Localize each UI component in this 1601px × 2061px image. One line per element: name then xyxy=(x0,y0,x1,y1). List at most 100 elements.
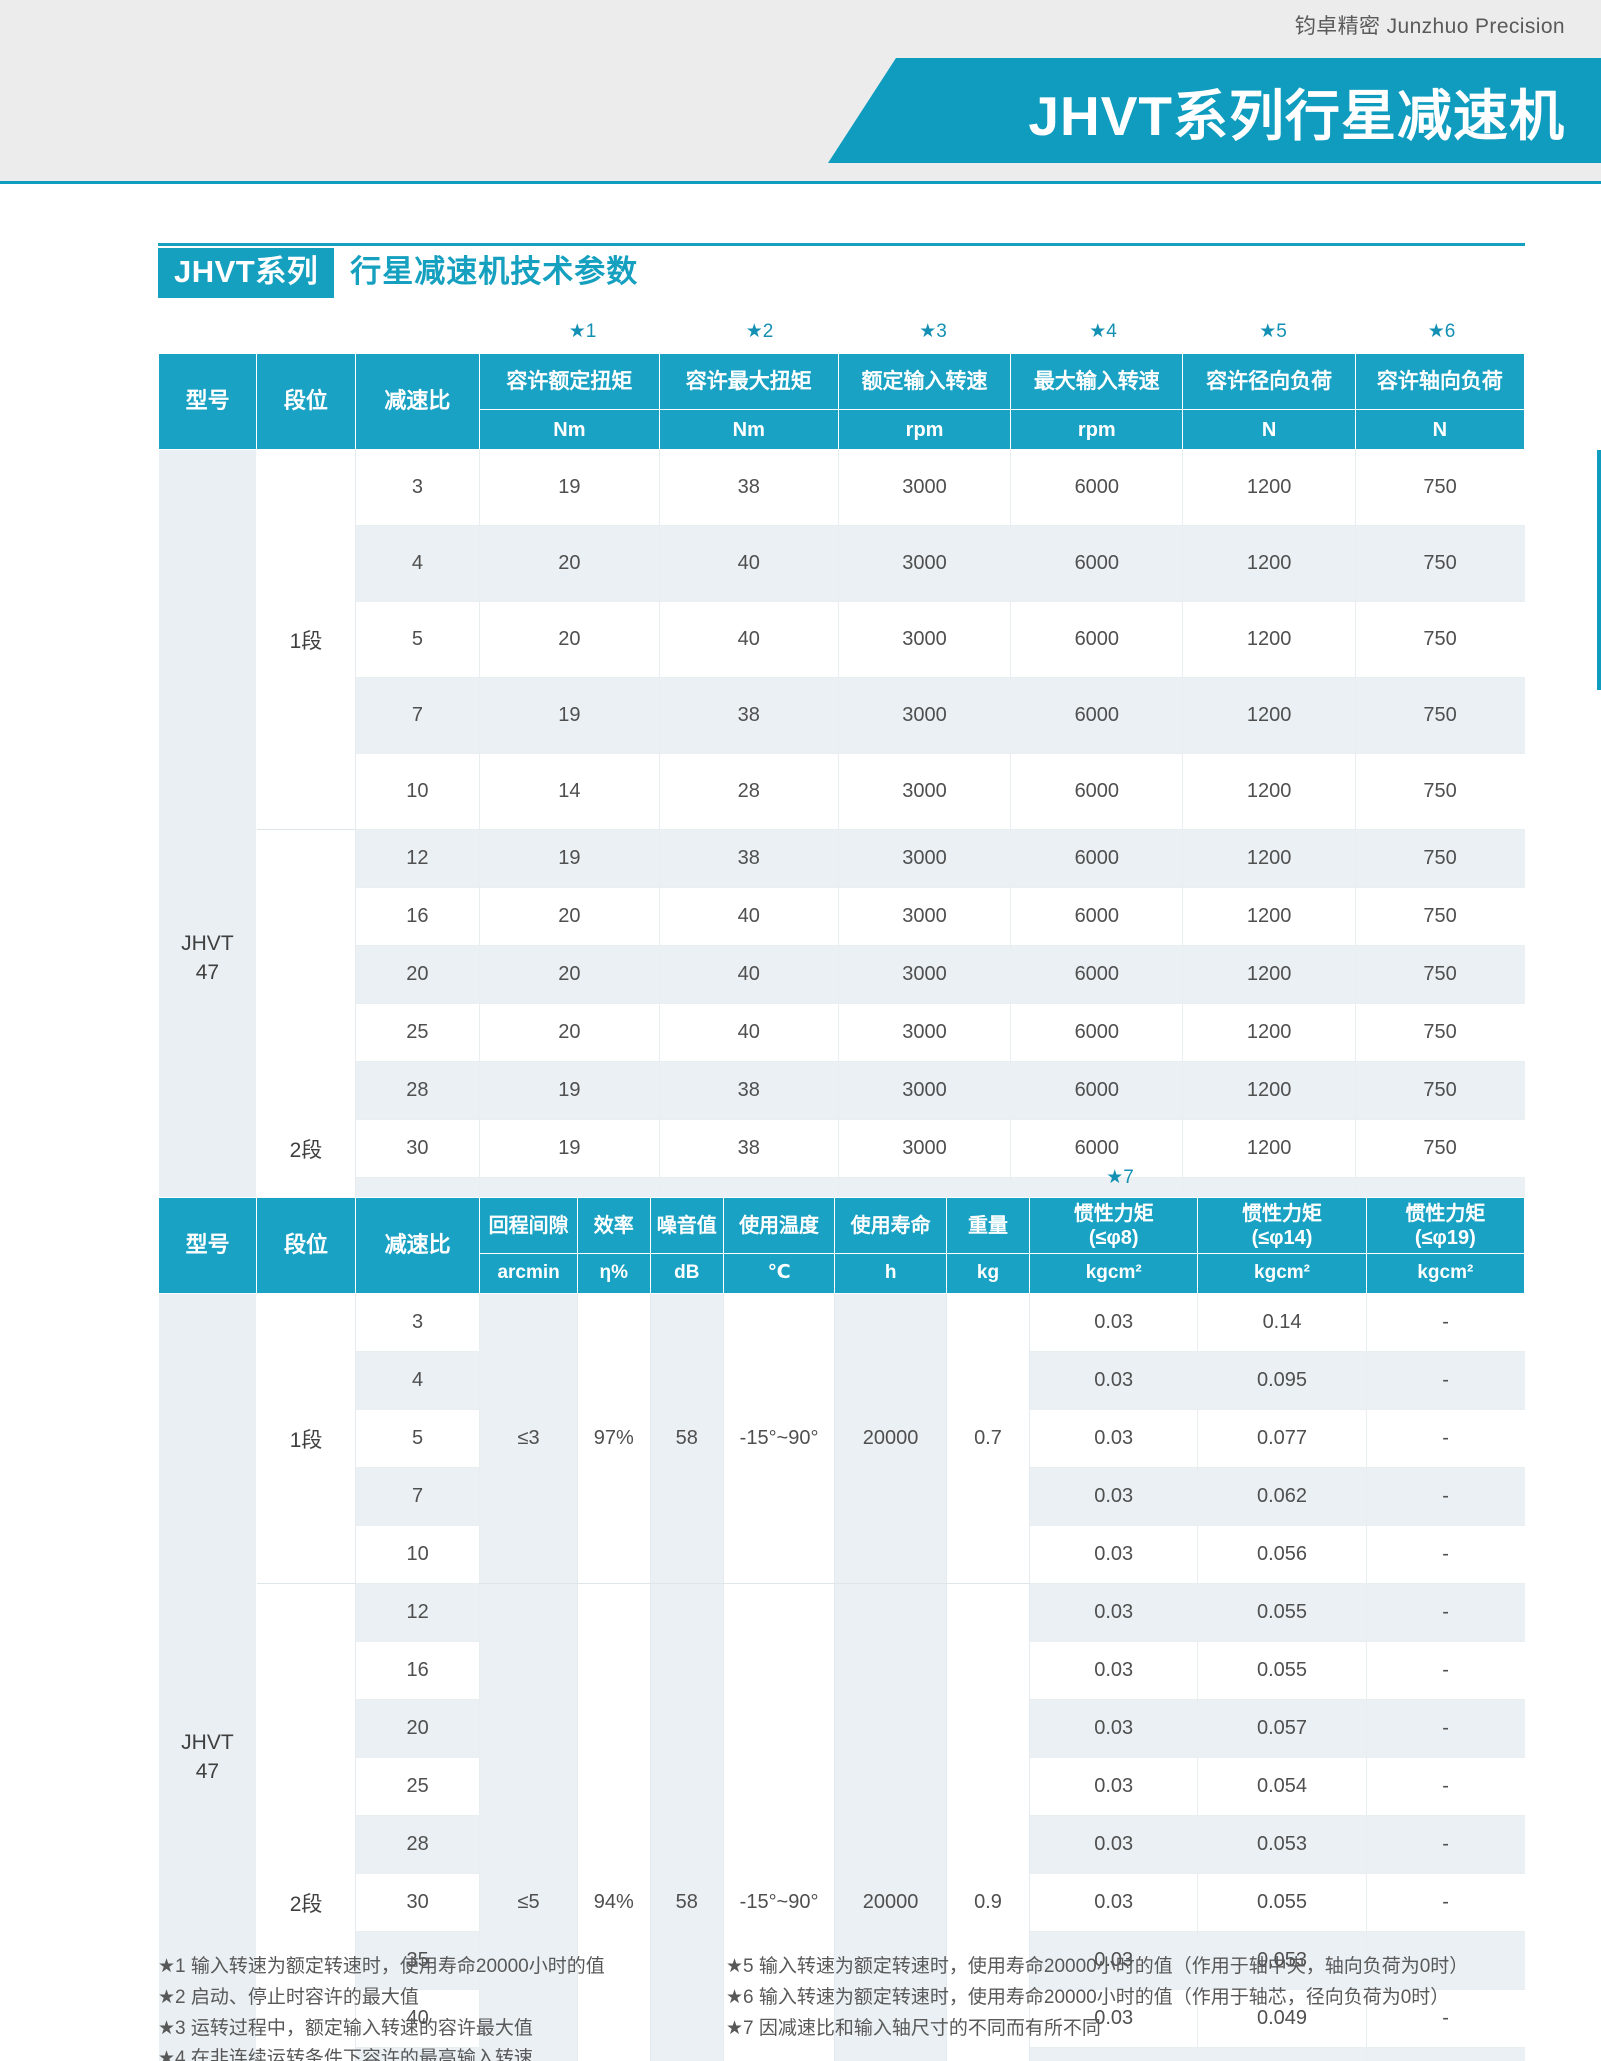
cell-inertia-phi8: 0.03 xyxy=(1029,1699,1199,1758)
cell-weight: 0.9 xyxy=(946,1583,1031,2061)
star-marker-7: ★7 xyxy=(1106,1167,1134,1188)
cell-rated-rpm: 3000 xyxy=(838,1119,1012,1178)
table-row: 16 20 40 3000 6000 1200 750 xyxy=(159,887,1525,946)
cell-rated-rpm: 3000 xyxy=(838,601,1012,678)
cell-radial-load: 1200 xyxy=(1182,829,1356,888)
right-edge-accent-rule xyxy=(1597,450,1601,690)
cell-axial-load: 750 xyxy=(1355,1119,1525,1178)
th2-inertia-phi19-line2: (≤φ19) xyxy=(1414,1226,1476,1249)
cell-backlash: ≤3 xyxy=(479,1293,578,1584)
star-marker-5: ★5 xyxy=(1259,321,1287,342)
cell-ratio: 16 xyxy=(355,1641,481,1700)
cell-model: JHVT 47 xyxy=(158,1293,258,2061)
section-title-text: 行星减速机技术参数 xyxy=(350,254,639,289)
cell-inertia-phi14: 0.057 xyxy=(1197,1699,1367,1758)
table-row: 5 20 40 3000 6000 1200 750 xyxy=(159,601,1525,678)
cell-inertia-phi8: 0.03 xyxy=(1029,1757,1199,1816)
cell-inertia-phi19: - xyxy=(1366,1815,1525,1874)
section-title-tag: JHVT系列 xyxy=(158,248,335,298)
star-marker-1: ★1 xyxy=(568,321,597,342)
th2-ratio: 减速比 xyxy=(354,1197,481,1294)
cell-inertia-phi8: 0.03 xyxy=(1029,1989,1199,2048)
table-row: 20 0.03 0.057- xyxy=(159,1699,1525,1758)
star-marker-4: ★4 xyxy=(1089,321,1117,342)
cell-model-line1: JHVT xyxy=(181,1731,234,1755)
cell-radial-load: 1200 xyxy=(1182,887,1356,946)
cell-inertia-phi14: 0.055 xyxy=(1197,1641,1367,1700)
star-marker-3: ★3 xyxy=(919,321,947,342)
table1-star-row: ★1 ★2 ★3 ★4 ★5 ★6 xyxy=(494,320,1525,343)
cell-inertia-phi19: - xyxy=(1366,1757,1525,1816)
th-unit-rated-rpm: rpm xyxy=(837,409,1012,450)
cell-rated-torque: 19 xyxy=(479,1061,660,1120)
cell-max-torque: 40 xyxy=(659,525,839,602)
cell-radial-load: 1200 xyxy=(1182,945,1356,1004)
table-row: 25 0.03 0.054- xyxy=(159,1757,1525,1816)
cell-ratio: 25 xyxy=(355,1003,481,1062)
cell-radial-load: 1200 xyxy=(1182,1119,1356,1178)
cell-efficiency: 94% xyxy=(577,1583,651,2061)
cell-inertia-phi8: 0.03 xyxy=(1029,1409,1199,1468)
table-row: JHVT 47 1段 3 19 38 3000 6000 1200 750 xyxy=(158,449,1525,1468)
cell-inertia-phi14: 0.095 xyxy=(1197,1351,1367,1410)
th-radial-load: 容许径向负荷 xyxy=(1182,353,1356,410)
section-top-rule xyxy=(158,243,1525,246)
cell-ratio: 10 xyxy=(355,1525,481,1584)
cell-axial-load: 750 xyxy=(1355,829,1525,888)
cell-ratio: 12 xyxy=(355,1583,481,1642)
cell-max-rpm: 6000 xyxy=(1010,829,1184,888)
table-row: 35 0.03 0.053- xyxy=(159,1931,1525,1990)
cell-inertia-phi8: 0.03 xyxy=(1029,1525,1199,1584)
cell-max-rpm: 6000 xyxy=(1010,1119,1184,1178)
cell-inertia-phi14: 0.062 xyxy=(1197,1467,1367,1526)
cell-stage: 2段 xyxy=(256,1583,356,2061)
th-unit-max-torque: Nm xyxy=(658,409,839,450)
cell-axial-load: 750 xyxy=(1355,887,1525,946)
cell-ratio: 7 xyxy=(355,677,481,754)
section-title: JHVT系列 行星减速机技术参数 xyxy=(158,248,638,298)
cell-efficiency: 97% xyxy=(577,1293,651,1584)
cell-inertia-phi19: - xyxy=(1366,1641,1525,1700)
cell-rated-rpm: 3000 xyxy=(838,945,1012,1004)
cell-rated-rpm: 3000 xyxy=(838,1061,1012,1120)
table-row: 28 0.03 0.053- xyxy=(159,1815,1525,1874)
cell-rated-torque: 14 xyxy=(479,753,660,830)
th2-unit-temperature: ℃ xyxy=(722,1253,836,1294)
cell-max-rpm: 6000 xyxy=(1010,525,1184,602)
cell-model-line2: 47 xyxy=(195,960,220,984)
th2-model: 型号 xyxy=(157,1197,258,1294)
cell-ratio: 25 xyxy=(355,1757,481,1816)
cell-inertia-phi19: - xyxy=(1366,2047,1525,2061)
cell-inertia-phi14: 0.053 xyxy=(1197,1815,1367,1874)
cell-inertia-phi14: 0.14 xyxy=(1197,1293,1367,1352)
th2-inertia-phi8-line1: 惯性力矩 xyxy=(1073,1202,1154,1225)
footnote-right-7: ★7 因减速比和输入轴尺寸的不同而有所不同 xyxy=(726,2017,1101,2039)
table-row: 16 0.03 0.055- xyxy=(159,1641,1525,1700)
table-row: JHVT 47 1段 3 ≤3 97% 58 -15°~90° 20000 0.7 0.03 0.14… xyxy=(158,1293,1525,2061)
cell-radial-load: 1200 xyxy=(1182,1061,1356,1120)
technical-parameters-table-2: 型号 段位 减速比 回程间隙 效率 噪音值 使用温度 使用寿命 重量 惯性力矩 … xyxy=(157,1197,1526,2061)
cell-ratio: 4 xyxy=(355,525,481,602)
footnote-left-1: ★1 输入转速为额定转速时，使用寿命20000小时的值 xyxy=(158,1956,605,1977)
th2-unit-efficiency: η% xyxy=(576,1253,651,1294)
th-ratio: 减速比 xyxy=(354,353,481,450)
cell-rated-rpm: 3000 xyxy=(838,887,1012,946)
footnotes-right: ★5 输入转速为额定转速时，使用寿命20000小时的值（作用于轴中央，轴向负荷为… xyxy=(726,1952,1468,2044)
th2-noise: 噪音值 xyxy=(649,1197,724,1254)
cell-max-torque: 40 xyxy=(659,945,839,1004)
footnote-left-4: ★4 在非连续运转条件下容许的最高输入转速 xyxy=(158,2048,533,2061)
table-row: 10 0.03 0.056- xyxy=(159,1525,1525,1584)
cell-radial-load: 1200 xyxy=(1182,525,1356,602)
cell-inertia-phi8: 0.03 xyxy=(1029,1873,1199,1932)
cell-ratio: 20 xyxy=(355,945,481,1004)
cell-inertia-phi19: - xyxy=(1366,1409,1525,1468)
cell-ratio: 30 xyxy=(355,1873,481,1932)
th2-inertia-phi19-line1: 惯性力矩 xyxy=(1405,1202,1486,1225)
cell-inertia-phi8: 0.03 xyxy=(1029,1293,1199,1352)
th-model: 型号 xyxy=(157,353,258,450)
cell-ratio: 30 xyxy=(355,1119,481,1178)
cell-max-rpm: 6000 xyxy=(1010,945,1184,1004)
cell-ratio: 5 xyxy=(355,1409,481,1468)
cell-model-line1: JHVT xyxy=(181,932,234,956)
cell-inertia-phi14: 0.053 xyxy=(1197,1931,1367,1990)
